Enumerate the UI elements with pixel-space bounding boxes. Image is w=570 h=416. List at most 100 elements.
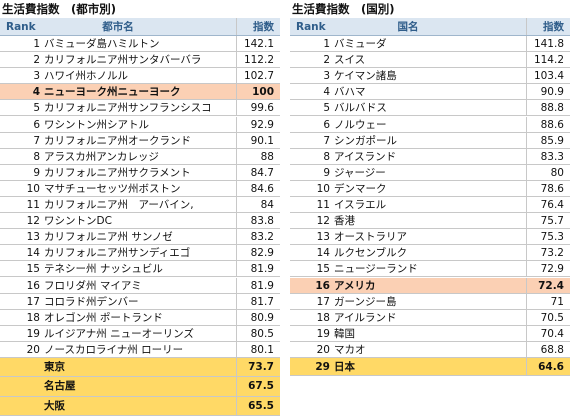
name: 日本 (334, 361, 355, 373)
row: 6 ワシントン州シアトル 92.9 (0, 116, 280, 133)
index-value: 84.7 (250, 166, 274, 179)
row: 11 イスラエル 76.4 (290, 197, 570, 214)
separator (526, 84, 527, 100)
name: アイスランド (334, 150, 397, 163)
separator (236, 245, 237, 261)
index-value: 88.6 (540, 118, 564, 131)
separator (236, 341, 237, 357)
rank: 2 (33, 54, 40, 67)
name: 東京 (44, 361, 65, 373)
rank: 29 (315, 361, 330, 373)
separator (526, 164, 527, 180)
index-value: 90.9 (540, 86, 564, 99)
rank: 6 (33, 118, 40, 131)
row: 13 カリフォルニア州 サンノゼ 83.2 (0, 229, 280, 246)
rank: 7 (33, 134, 40, 147)
row: 10 マサチューセッツ州ボストン 84.6 (0, 180, 280, 197)
index-value: 67.5 (248, 380, 274, 393)
row: 13 オーストラリア 75.3 (290, 229, 570, 246)
row: 12 香港 75.7 (290, 213, 570, 230)
index-value: 76.4 (540, 199, 564, 211)
index-value: 90.1 (250, 134, 274, 147)
name: イスラエル (334, 199, 387, 211)
name: ニューヨーク州ニューヨーク (44, 86, 181, 99)
separator (526, 213, 527, 229)
index-value: 80.1 (250, 343, 274, 356)
name: ルクセンブルク (334, 247, 408, 260)
rank: 17 (26, 295, 40, 308)
name: デンマーク (334, 182, 387, 195)
name: バミューダ島ハミルトン (44, 38, 160, 50)
separator (236, 132, 237, 148)
index-value: 103.4 (533, 70, 564, 83)
name: マカオ (334, 343, 366, 356)
row: 16 フロリダ州 マイアミ 81.9 (0, 277, 280, 294)
index-value: 84.6 (250, 182, 274, 195)
index-value: 100 (252, 86, 274, 99)
table-title: 生活費指数 (都市別) (2, 2, 117, 16)
header-rank: Rank (6, 21, 36, 33)
separator (236, 148, 237, 164)
highlight-row: 29 日本 64.6 (290, 358, 570, 376)
separator (526, 52, 527, 68)
index-value: 83.3 (540, 150, 564, 163)
name: バミューダ (334, 38, 387, 50)
index-value: 80.9 (250, 311, 274, 324)
separator (236, 377, 237, 396)
index-value: 82.9 (250, 247, 274, 260)
highlight-row: 4 ニューヨーク州ニューヨーク 100 (0, 84, 280, 101)
header-row: Rank 都市名 指数 (0, 18, 280, 36)
rank: 10 (316, 182, 330, 195)
rank: 12 (316, 215, 330, 228)
rank: 18 (26, 311, 40, 324)
separator (526, 180, 527, 196)
header-rank: Rank (296, 21, 326, 33)
separator (236, 293, 237, 309)
index-value: 102.7 (243, 70, 274, 83)
header-name: 都市名 (102, 21, 134, 33)
separator (236, 325, 237, 341)
index-value: 81.9 (250, 263, 274, 276)
name: カリフォルニア州サンタバーバラ (44, 54, 202, 67)
table-title: 生活費指数 (国別) (292, 2, 395, 16)
row: 6 ノルウェー 88.6 (290, 116, 570, 133)
row: 19 ルイジアナ州 ニューオーリンズ 80.5 (0, 325, 280, 342)
separator (236, 84, 237, 100)
highlight-row: 名古屋 67.5 (0, 377, 280, 397)
name: 名古屋 (44, 380, 76, 393)
separator (526, 277, 527, 293)
separator (236, 261, 237, 277)
row: 8 アイスランド 83.3 (290, 148, 570, 165)
name: ニュージーランド (334, 263, 418, 276)
separator (236, 277, 237, 293)
row: 14 ルクセンブルク 73.2 (290, 245, 570, 262)
rank: 5 (33, 102, 40, 115)
rank: 2 (323, 54, 330, 67)
row: 3 ケイマン諸島 103.4 (290, 68, 570, 85)
separator (526, 309, 527, 325)
separator (526, 68, 527, 84)
rank: 19 (316, 327, 330, 340)
index-value: 64.6 (538, 361, 564, 373)
separator (236, 213, 237, 229)
row: 14 カリフォルニア州サンディエゴ 82.9 (0, 245, 280, 262)
separator (526, 261, 527, 277)
name: カリフォルニア州サクラメント (44, 166, 191, 179)
index-value: 88 (260, 150, 274, 163)
index-value: 83.8 (250, 215, 274, 228)
row: 15 ニュージーランド 72.9 (290, 261, 570, 278)
rank: 8 (33, 150, 40, 163)
separator (526, 148, 527, 164)
row: 3 ハワイ州ホノルル 102.7 (0, 68, 280, 85)
name: フロリダ州 マイアミ (44, 279, 142, 292)
rank: 3 (323, 70, 330, 83)
row: 12 ワシントンDC 83.8 (0, 213, 280, 230)
name: ガーンジー島 (334, 295, 397, 308)
rank: 5 (323, 102, 330, 115)
rank: 7 (323, 134, 330, 147)
name: 大阪 (44, 399, 65, 412)
separator (526, 293, 527, 309)
rank: 9 (33, 166, 40, 179)
separator (236, 396, 237, 415)
name: カリフォルニア州サンフランシスコ (44, 102, 212, 115)
